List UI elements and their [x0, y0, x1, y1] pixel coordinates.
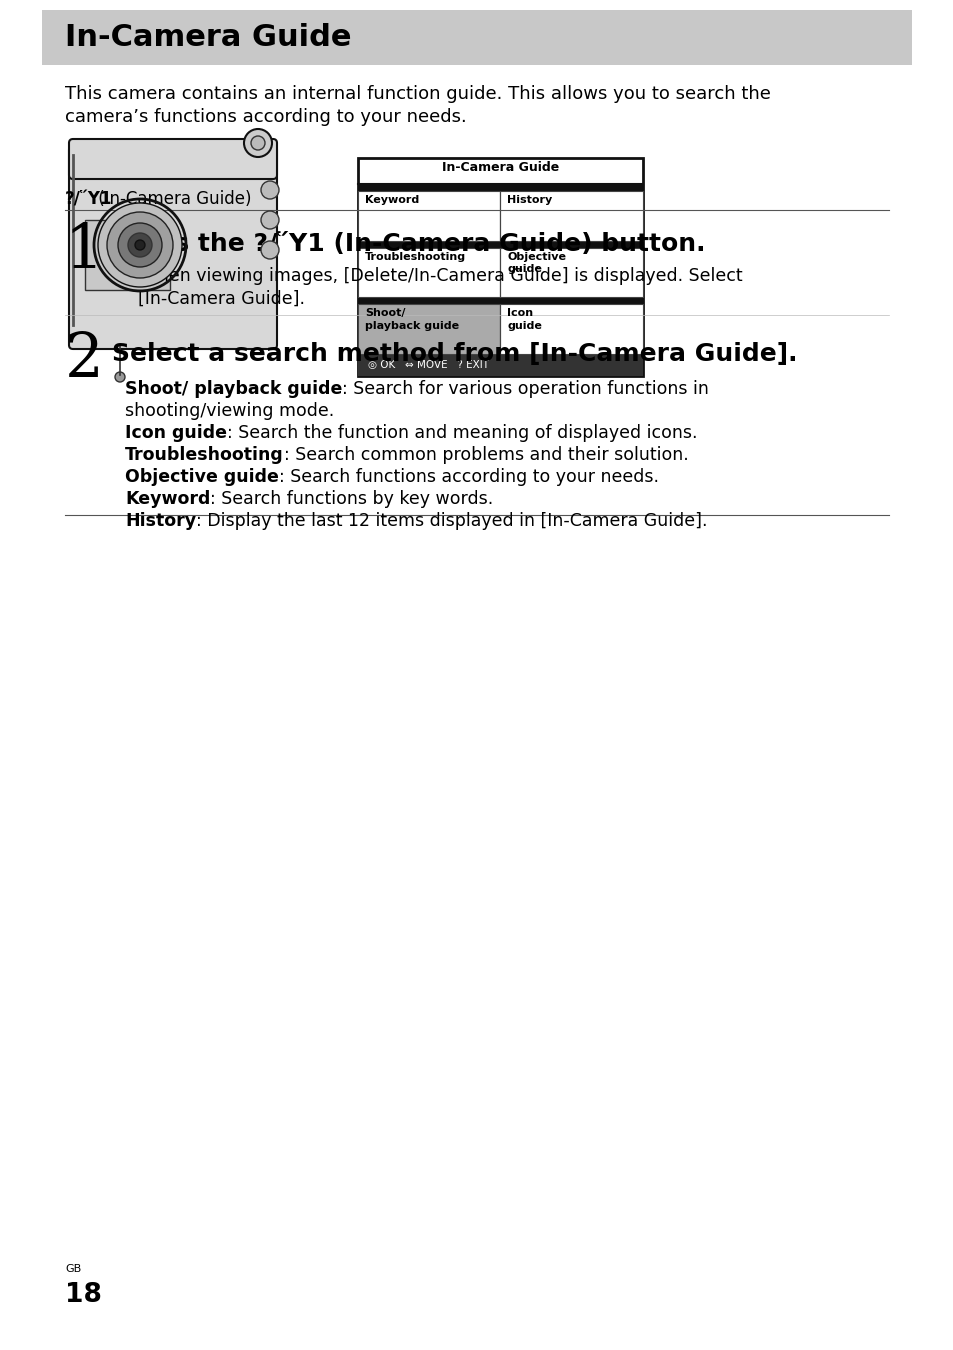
- Circle shape: [261, 242, 278, 259]
- Bar: [42, 9, 911, 65]
- Text: 1: 1: [65, 220, 104, 279]
- Text: This camera contains an internal function guide. This allows you to search the: This camera contains an internal functio…: [65, 85, 770, 103]
- Bar: [357, 158, 642, 377]
- Text: : Search functions according to your needs.: : Search functions according to your nee…: [278, 468, 659, 486]
- Text: Objective guide: Objective guide: [125, 468, 278, 486]
- Text: shooting/viewing mode.: shooting/viewing mode.: [125, 402, 334, 420]
- Bar: [500, 247, 642, 297]
- Text: Troubleshooting: Troubleshooting: [365, 251, 466, 262]
- Circle shape: [261, 211, 278, 230]
- Text: History: History: [507, 194, 552, 205]
- Text: GB: GB: [65, 1264, 81, 1274]
- Text: camera’s functions according to your needs.: camera’s functions according to your nee…: [65, 108, 466, 126]
- Text: (In-Camera Guide): (In-Camera Guide): [92, 190, 252, 208]
- Circle shape: [244, 130, 272, 157]
- Text: In-Camera Guide: In-Camera Guide: [65, 23, 351, 53]
- Text: Keyword: Keyword: [125, 490, 211, 508]
- Text: ?/Ὕ1: ?/Ὕ1: [65, 190, 112, 208]
- Bar: [357, 240, 642, 247]
- Text: Icon guide: Icon guide: [125, 424, 227, 441]
- FancyBboxPatch shape: [69, 146, 276, 350]
- Circle shape: [128, 234, 152, 256]
- Circle shape: [115, 373, 125, 382]
- Text: : Search functions by key words.: : Search functions by key words.: [211, 490, 493, 508]
- Text: : Display the last 12 items displayed in [In-Camera Guide].: : Display the last 12 items displayed in…: [196, 512, 707, 531]
- Text: • When viewing images, [Delete/In-Camera Guide] is displayed. Select: • When viewing images, [Delete/In-Camera…: [125, 267, 741, 285]
- Circle shape: [135, 240, 145, 250]
- Circle shape: [251, 136, 265, 150]
- Text: : Search for various operation functions in: : Search for various operation functions…: [342, 379, 708, 398]
- Text: History: History: [125, 512, 196, 531]
- Bar: [500, 190, 642, 240]
- Text: Objective
guide: Objective guide: [507, 251, 566, 274]
- Bar: [85, 220, 170, 290]
- Bar: [357, 297, 642, 304]
- Text: 2: 2: [65, 329, 104, 390]
- Bar: [357, 354, 642, 377]
- Text: Troubleshooting: Troubleshooting: [125, 446, 283, 464]
- Text: Select a search method from [In-Camera Guide].: Select a search method from [In-Camera G…: [112, 342, 797, 366]
- Text: 18: 18: [65, 1282, 102, 1308]
- FancyBboxPatch shape: [69, 139, 276, 180]
- Text: : Search common problems and their solution.: : Search common problems and their solut…: [283, 446, 688, 464]
- Bar: [357, 247, 500, 297]
- Bar: [357, 304, 500, 354]
- Text: Shoot/ playback guide: Shoot/ playback guide: [125, 379, 342, 398]
- Text: Keyword: Keyword: [365, 194, 418, 205]
- Circle shape: [261, 181, 278, 198]
- Circle shape: [107, 212, 172, 278]
- Circle shape: [98, 202, 182, 288]
- Text: In-Camera Guide: In-Camera Guide: [441, 161, 558, 174]
- Text: Icon
guide: Icon guide: [507, 308, 542, 331]
- Circle shape: [118, 223, 162, 267]
- Bar: [357, 184, 642, 190]
- Text: [In-Camera Guide].: [In-Camera Guide].: [138, 290, 305, 308]
- Text: Press the ?/Ὕ1 (In-Camera Guide) button.: Press the ?/Ὕ1 (In-Camera Guide) button.: [112, 232, 705, 256]
- Text: Shoot/
playback guide: Shoot/ playback guide: [365, 308, 458, 331]
- Text: ◎ OK   ⇔ MOVE   ? EXIT: ◎ OK ⇔ MOVE ? EXIT: [368, 360, 489, 370]
- Bar: [357, 190, 500, 240]
- Text: : Search the function and meaning of displayed icons.: : Search the function and meaning of dis…: [227, 424, 697, 441]
- Bar: [500, 304, 642, 354]
